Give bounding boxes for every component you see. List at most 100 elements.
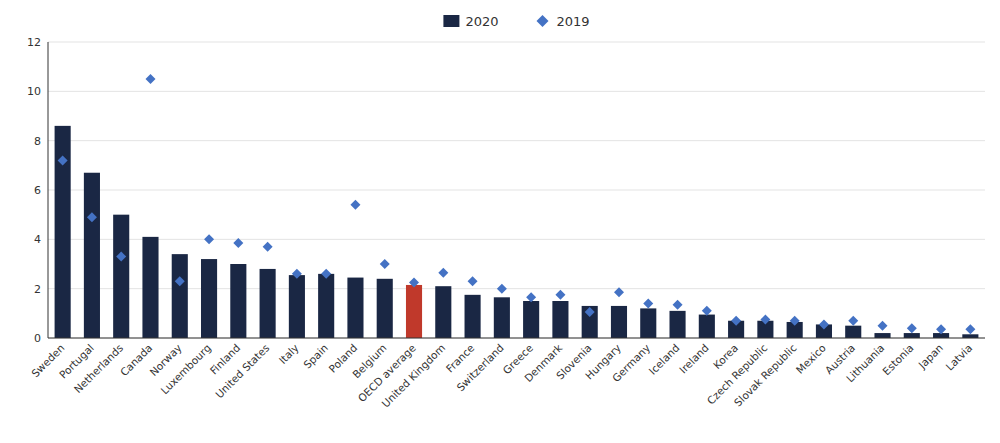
- series-scatter: [58, 74, 976, 334]
- chart: 024681012SwedenPortugalNetherlandsCanada…: [0, 0, 1000, 443]
- grid: [48, 42, 985, 338]
- bar: [435, 286, 451, 338]
- y-tick-label: 0: [34, 332, 41, 345]
- point: [585, 307, 595, 317]
- bar: [201, 259, 217, 338]
- point: [263, 242, 273, 252]
- point: [116, 252, 126, 262]
- bar: [582, 306, 598, 338]
- point: [555, 290, 565, 300]
- x-tick-label: Germany: [610, 342, 653, 385]
- point: [760, 315, 770, 325]
- x-tick-label: Luxembourg: [158, 342, 213, 397]
- y-tick-label: 6: [34, 184, 41, 197]
- point: [233, 238, 243, 248]
- bar: [494, 297, 510, 338]
- bar: [230, 264, 246, 338]
- grid-line: [48, 190, 985, 191]
- legend-label: 2019: [557, 14, 590, 29]
- point: [292, 269, 302, 279]
- bar: [260, 269, 276, 338]
- x-tick-label: United Kingdom: [379, 342, 447, 410]
- bar: [611, 306, 627, 338]
- bar: [904, 333, 920, 338]
- point: [731, 316, 741, 326]
- bar: [699, 315, 715, 338]
- bar: [289, 275, 305, 338]
- point: [614, 287, 624, 297]
- x-tick-label: Switzerland: [454, 342, 506, 394]
- x-tick-label: Slovak Republic: [732, 341, 799, 408]
- y-tick-label: 12: [27, 36, 41, 49]
- point: [526, 292, 536, 302]
- x-tick-label: Latvia: [943, 342, 974, 373]
- grid-line: [48, 288, 985, 289]
- x-tick-label: Ireland: [677, 342, 711, 376]
- bar: [523, 301, 539, 338]
- point: [907, 323, 917, 333]
- point: [643, 298, 653, 308]
- x-tick-label: Lithuania: [844, 342, 887, 385]
- legend-swatch: [443, 15, 459, 27]
- grid-line: [48, 42, 985, 43]
- point: [936, 324, 946, 334]
- point: [321, 269, 331, 279]
- bar: [552, 301, 568, 338]
- point: [848, 316, 858, 326]
- point: [409, 278, 419, 288]
- bar: [669, 311, 685, 338]
- legend-swatch: [537, 15, 549, 27]
- y-axis-line: [48, 42, 49, 338]
- point: [380, 259, 390, 269]
- y-tick-label: 8: [34, 135, 41, 148]
- bar: [640, 308, 656, 338]
- bar: [113, 215, 129, 338]
- y-tick-label: 10: [27, 85, 41, 98]
- bar: [347, 278, 363, 338]
- x-tick-label: Iceland: [646, 342, 681, 377]
- bar: [172, 254, 188, 338]
- point: [468, 276, 478, 286]
- point: [87, 212, 97, 222]
- grid-line: [48, 239, 985, 240]
- point: [58, 155, 68, 165]
- point: [350, 200, 360, 210]
- point: [673, 300, 683, 310]
- y-tick-label: 2: [34, 283, 41, 296]
- grid-line: [48, 338, 985, 339]
- legend: 2020 2019: [443, 14, 589, 29]
- point: [878, 321, 888, 331]
- legend-item: 2020: [443, 14, 498, 29]
- bar: [962, 334, 978, 338]
- point: [965, 324, 975, 334]
- x-tick-label: Mexico: [794, 342, 828, 376]
- x-tick-label: United States: [213, 342, 272, 401]
- grid-line: [48, 140, 985, 141]
- bar: [406, 285, 422, 338]
- point: [819, 319, 829, 329]
- point: [438, 268, 448, 278]
- bar: [84, 173, 100, 338]
- x-tick-label: Italy: [276, 342, 301, 367]
- legend-item: 2019: [537, 14, 590, 29]
- bar: [55, 126, 71, 338]
- bar: [142, 237, 158, 338]
- legend-label: 2020: [465, 14, 498, 29]
- point: [204, 234, 214, 244]
- point: [790, 316, 800, 326]
- point: [497, 284, 507, 294]
- x-axis-line: [48, 338, 985, 339]
- bar: [874, 333, 890, 338]
- y-tick-label: 4: [34, 233, 41, 246]
- bar: [318, 274, 334, 338]
- x-tick-label: Estonia: [880, 342, 916, 378]
- point: [175, 276, 185, 286]
- plot-area: [55, 74, 979, 338]
- x-tick-label: Netherlands: [71, 342, 125, 396]
- bar: [377, 279, 393, 338]
- bar: [845, 326, 861, 338]
- point: [702, 306, 712, 316]
- point: [145, 74, 155, 84]
- bar: [465, 295, 481, 338]
- x-tick-label: Japan: [915, 342, 945, 372]
